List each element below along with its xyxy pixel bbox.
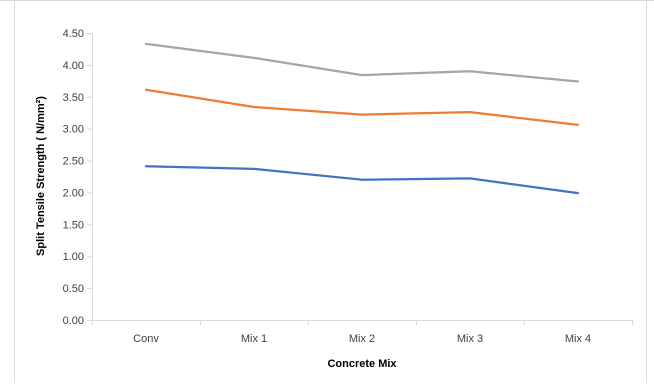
y-tick-label: 0.50 — [63, 283, 84, 295]
y-axis-title: Split Tensile Strength ( N/mm²) — [35, 96, 47, 256]
y-tick-label: 4.50 — [63, 28, 84, 40]
x-tick-label: Mix 4 — [565, 333, 591, 345]
y-tick-label: 3.50 — [63, 92, 84, 104]
x-tick-label: Conv — [133, 333, 159, 345]
series-line-2 — [146, 90, 578, 125]
x-tick-label: Mix 2 — [349, 333, 375, 345]
y-tick-label: 3.00 — [63, 124, 84, 136]
series-line-3 — [146, 44, 578, 82]
y-tick-label: 0.00 — [63, 315, 84, 327]
x-axis-title: Concrete Mix — [327, 358, 397, 370]
series-group — [146, 44, 578, 193]
y-axis-tick-labels: 0.00 0.50 1.00 1.50 2.00 2.50 3.00 3.50 4.00 4.50 — [63, 28, 84, 327]
x-tick-label: Mix 3 — [457, 333, 483, 345]
y-tick-label: 4.00 — [63, 60, 84, 72]
x-axis-tick-labels: Conv Mix 1 Mix 2 Mix 3 Mix 4 — [133, 333, 591, 345]
y-tick-label: 2.50 — [63, 156, 84, 168]
x-tick-label: Mix 1 — [241, 333, 267, 345]
y-tick-label: 2.00 — [63, 187, 84, 199]
y-tick-label: 1.00 — [63, 251, 84, 263]
y-tick-label: 1.50 — [63, 219, 84, 231]
